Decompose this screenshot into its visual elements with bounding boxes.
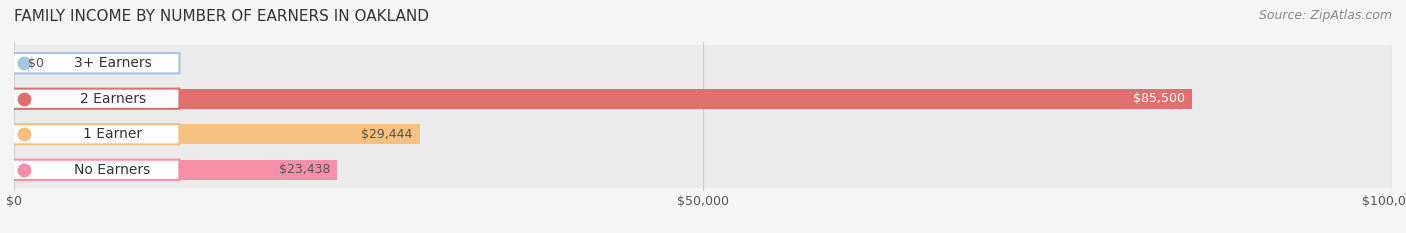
Text: 1 Earner: 1 Earner [83, 127, 142, 141]
Text: FAMILY INCOME BY NUMBER OF EARNERS IN OAKLAND: FAMILY INCOME BY NUMBER OF EARNERS IN OA… [14, 9, 429, 24]
FancyBboxPatch shape [0, 160, 180, 180]
Bar [14, 45, 1392, 81]
Text: $85,500: $85,500 [1133, 92, 1185, 105]
Bar [14, 89, 1192, 109]
FancyBboxPatch shape [0, 124, 180, 144]
Text: No Earners: No Earners [75, 163, 150, 177]
Bar [14, 124, 420, 144]
FancyBboxPatch shape [0, 89, 180, 109]
Text: 2 Earners: 2 Earners [80, 92, 146, 106]
Bar [14, 81, 1392, 116]
Text: $29,444: $29,444 [361, 128, 413, 141]
Text: 3+ Earners: 3+ Earners [73, 56, 152, 70]
Text: $0: $0 [28, 57, 44, 70]
FancyBboxPatch shape [0, 53, 180, 73]
Text: Source: ZipAtlas.com: Source: ZipAtlas.com [1258, 9, 1392, 22]
Bar [14, 160, 337, 179]
Bar [14, 152, 1392, 188]
Bar [14, 116, 1392, 152]
Text: $23,438: $23,438 [278, 163, 330, 176]
